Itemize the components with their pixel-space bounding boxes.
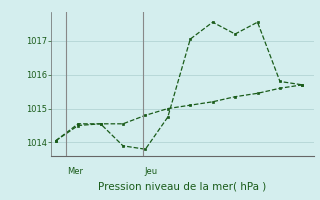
Text: Mer: Mer (67, 167, 83, 176)
Text: Jeu: Jeu (144, 167, 157, 176)
Text: Pression niveau de la mer( hPa ): Pression niveau de la mer( hPa ) (98, 182, 267, 192)
